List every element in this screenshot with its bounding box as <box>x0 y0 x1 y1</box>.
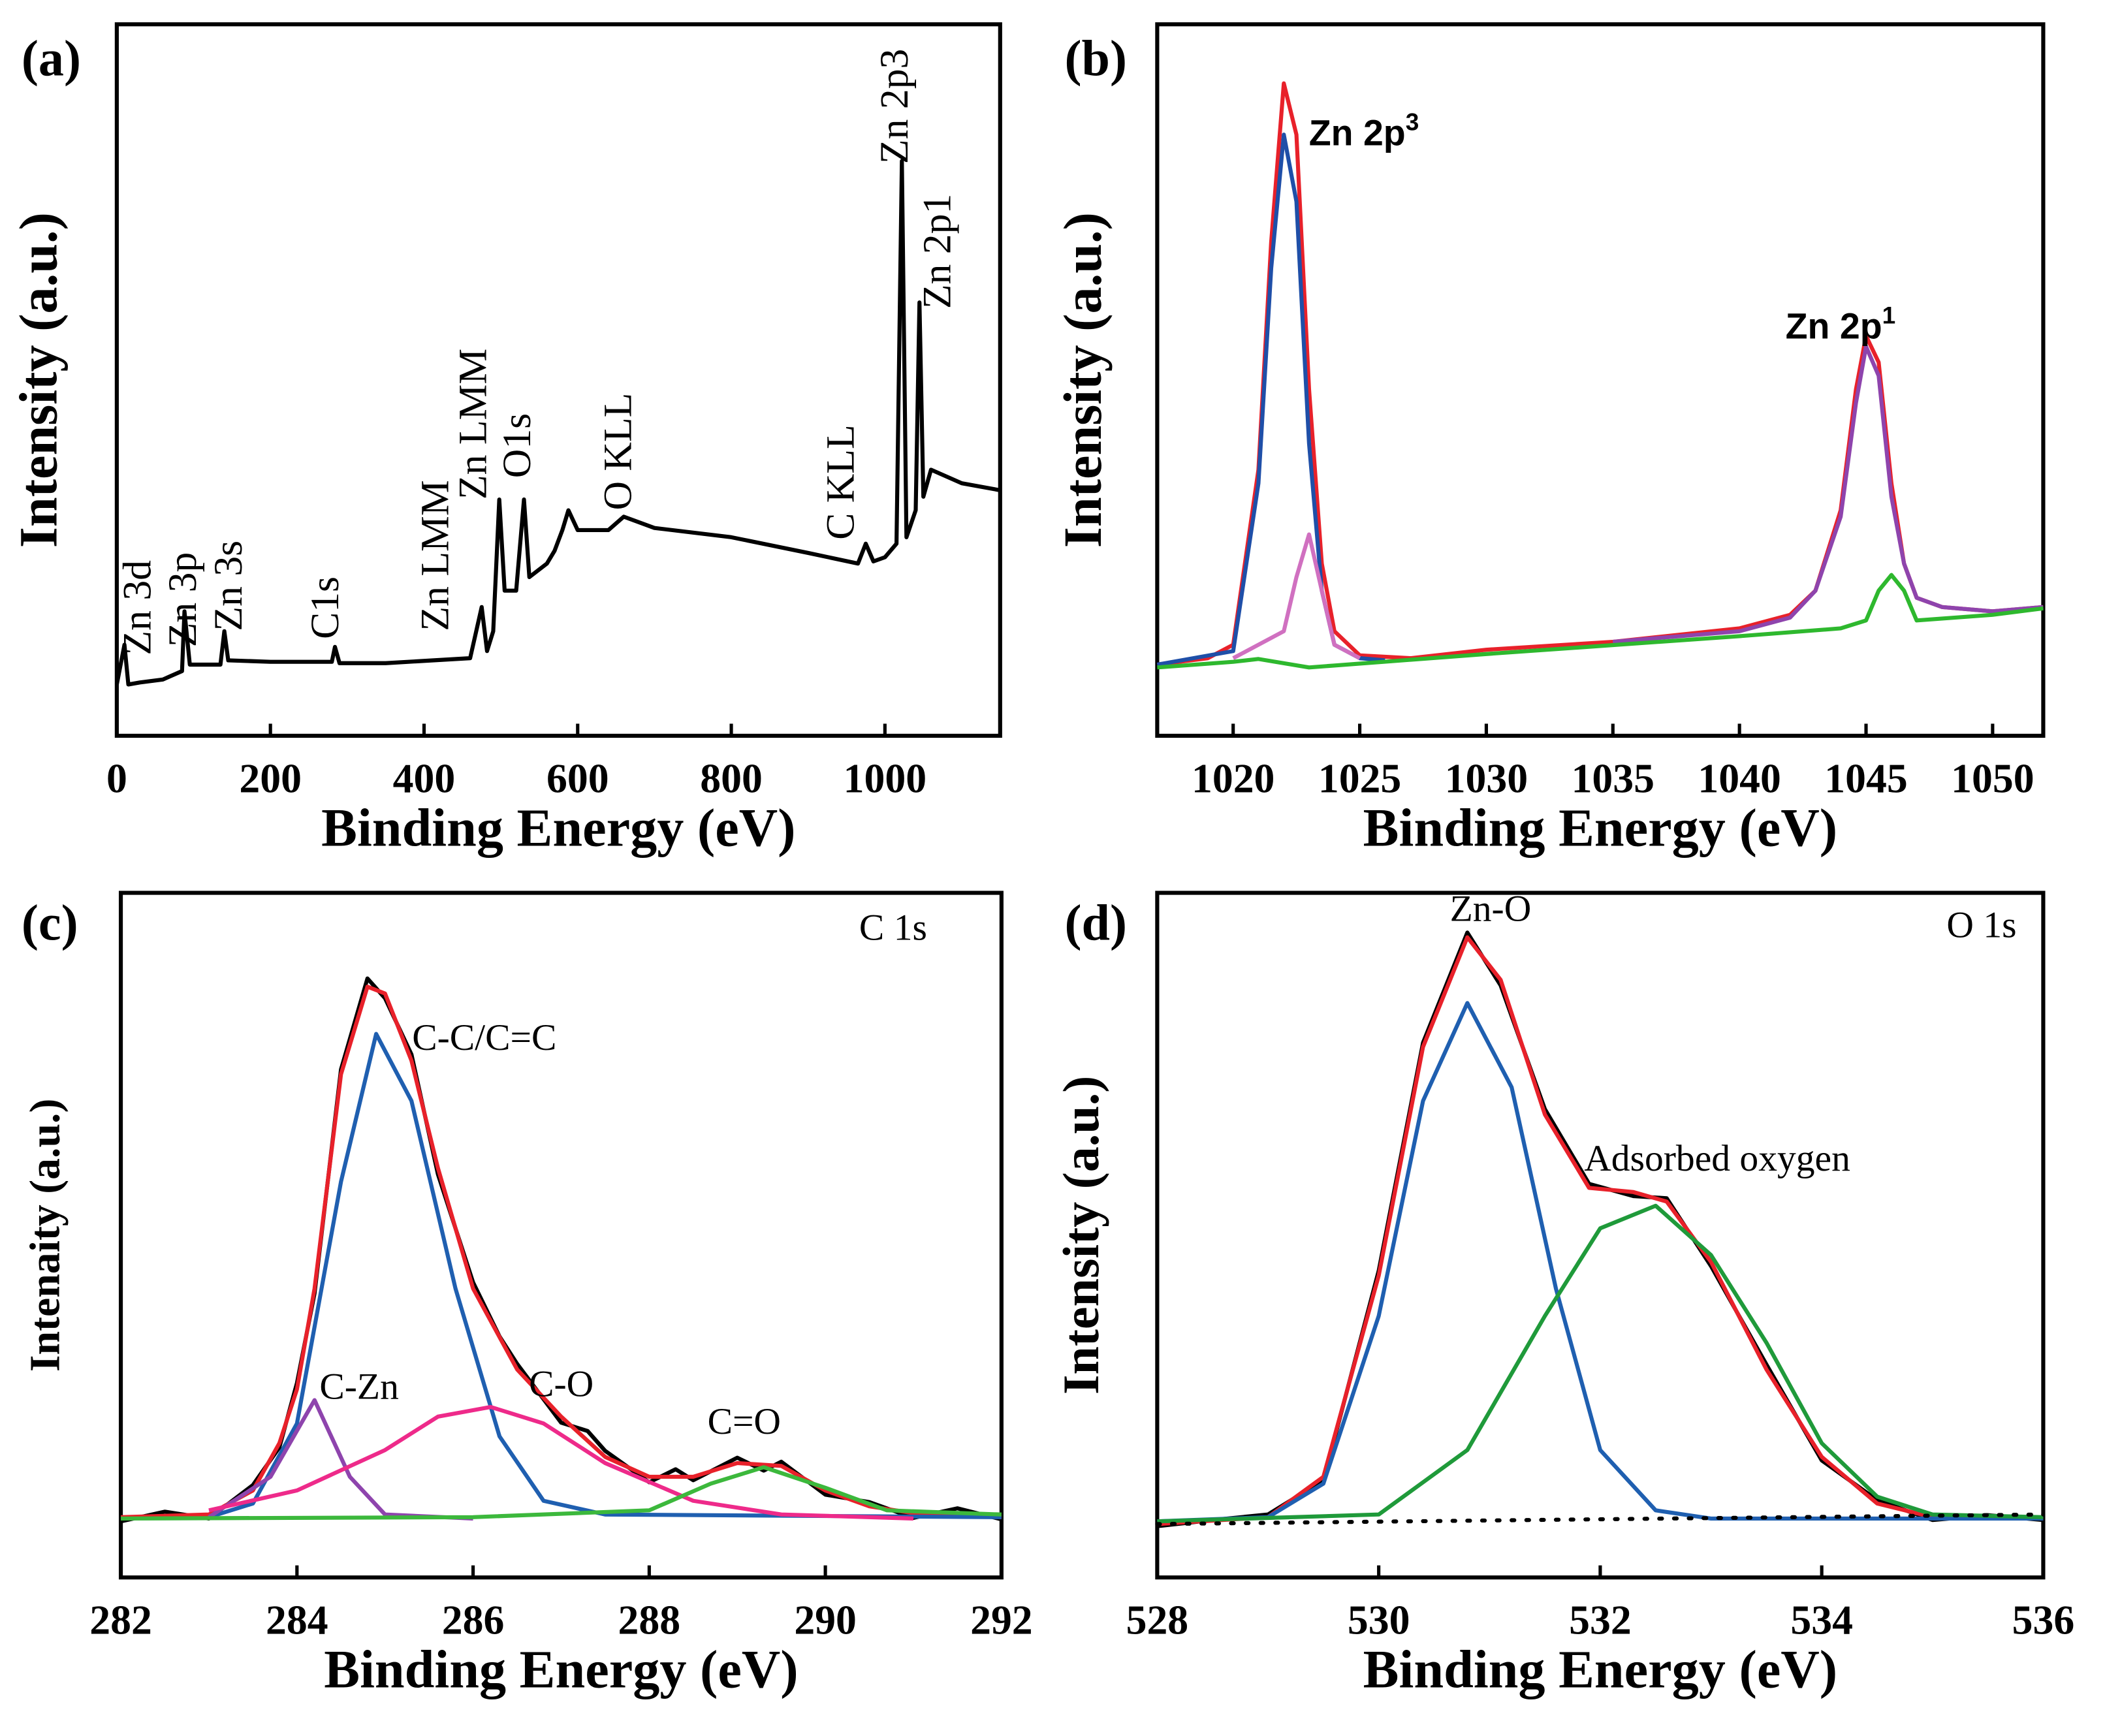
spectrum-line <box>1157 1203 2044 1524</box>
annotation: Zn LMM <box>413 480 458 631</box>
x-tick-label: 536 <box>2012 1597 2075 1643</box>
panel-label: (a) <box>22 29 81 86</box>
x-tick-label: 290 <box>794 1597 857 1643</box>
spectrum-line <box>121 1465 1002 1521</box>
spectrum-line <box>1157 1001 2044 1524</box>
x-tick-label: 1020 <box>1192 755 1274 801</box>
x-tick-label: 1035 <box>1572 755 1654 801</box>
annotation: C KLL <box>819 424 863 539</box>
panel: (c) 282 284 286 288 290 292 Binding Energy (eV)… <box>21 891 1033 1699</box>
annotation: O1s <box>495 413 539 478</box>
x-tick-label: 200 <box>239 755 302 801</box>
spectrum-line <box>1612 344 2044 644</box>
plot-frame <box>1155 891 2046 1580</box>
y-axis-label: Intensity (a.u.) <box>1053 212 1113 548</box>
annotation: Zn 2p1 <box>1786 302 1896 347</box>
annotation-text: Zn 2p <box>1309 112 1406 153</box>
spectrum-line <box>1157 573 2044 670</box>
x-axis-label: Binding Energy (eV) <box>1363 1640 1837 1699</box>
x-tick-label: 532 <box>1569 1597 1632 1643</box>
spectrum-line <box>208 1404 914 1521</box>
spectrum-line <box>120 976 1002 1524</box>
panel-label: (d) <box>1065 894 1127 951</box>
x-tick-label: 1030 <box>1445 755 1528 801</box>
annotation: Zn 2p3 <box>1309 108 1419 153</box>
spectrum-line <box>1157 935 2044 1526</box>
spectrum-line <box>1155 1512 2046 1526</box>
annotation: Zn 3d <box>115 560 159 655</box>
annotation: C1s <box>303 576 347 639</box>
y-axis-label: Intenaity (a.u.) <box>21 1099 69 1372</box>
plot-frame <box>1155 22 2046 738</box>
annotation: C 1s <box>859 907 927 949</box>
spectrum-line <box>208 1032 1002 1519</box>
annotation: Zn 2p1 <box>915 194 960 309</box>
panel: (a) 0 200 400 600 800 1000 Binding Energy (eV) I… <box>8 22 1002 858</box>
panel-label: (b) <box>1065 29 1127 86</box>
x-tick-label: 282 <box>89 1597 152 1643</box>
spectrum-line <box>1232 532 1361 660</box>
x-tick-label: 292 <box>970 1597 1033 1643</box>
plot-frame <box>118 891 1004 1580</box>
panel: (b) 1020 1025 1030 1035 1040 1045 1050 Binding E… <box>1053 22 2046 858</box>
x-tick-label: 288 <box>618 1597 681 1643</box>
x-tick-label: 1025 <box>1318 755 1401 801</box>
annotation: C=O <box>708 1401 781 1442</box>
x-tick-label: 400 <box>393 755 456 801</box>
annotation: Zn 3s <box>206 541 251 631</box>
spectrum-line <box>120 985 1002 1519</box>
spectrum-line <box>114 159 1001 687</box>
x-tick-label: 286 <box>442 1597 505 1643</box>
panel-label: (c) <box>22 894 78 951</box>
annotation: Zn 2p3 <box>872 49 917 164</box>
x-axis-label: Binding Energy (eV) <box>321 798 795 858</box>
x-tick-label: 534 <box>1790 1597 1853 1643</box>
y-axis-label: Intensity (a.u.) <box>8 212 68 548</box>
annotation: Adsorbed oxygen <box>1584 1138 1850 1179</box>
x-axis-label: Binding Energy (eV) <box>1363 798 1837 858</box>
annotation: Zn-O <box>1450 889 1532 930</box>
plot-frame <box>114 22 1002 738</box>
annotation: C-C/C=C <box>412 1017 556 1058</box>
annotation-superscript: 1 <box>1882 302 1896 329</box>
annotation-superscript: 3 <box>1406 108 1419 136</box>
x-tick-label: 1000 <box>844 755 926 801</box>
annotation: C-Zn <box>319 1366 399 1408</box>
annotation: C-O <box>529 1364 594 1405</box>
x-tick-label: 0 <box>106 755 127 801</box>
x-tick-label: 1050 <box>1951 755 2034 801</box>
annotation: O KLL <box>595 393 640 511</box>
panel: (d) 528 530 532 534 536 Binding Energy (eV) Int… <box>1052 889 2074 1699</box>
x-tick-label: 1045 <box>1824 755 1907 801</box>
annotation: Zn 3p <box>161 552 205 648</box>
spectrum-line <box>208 1398 473 1521</box>
spectrum-line <box>1156 133 1385 667</box>
x-tick-label: 284 <box>266 1597 328 1643</box>
x-tick-label: 530 <box>1348 1597 1410 1643</box>
annotation: Zn LMM <box>451 349 495 499</box>
annotation: O 1s <box>1946 904 2016 945</box>
x-tick-label: 600 <box>546 755 609 801</box>
x-axis-label: Binding Energy (eV) <box>324 1640 798 1699</box>
y-axis-label: Intensity (a.u.) <box>1052 1076 1109 1395</box>
annotation-text: Zn 2p <box>1786 306 1882 346</box>
x-tick-label: 1040 <box>1698 755 1781 801</box>
x-tick-label: 800 <box>700 755 763 801</box>
x-tick-label: 528 <box>1126 1597 1189 1643</box>
